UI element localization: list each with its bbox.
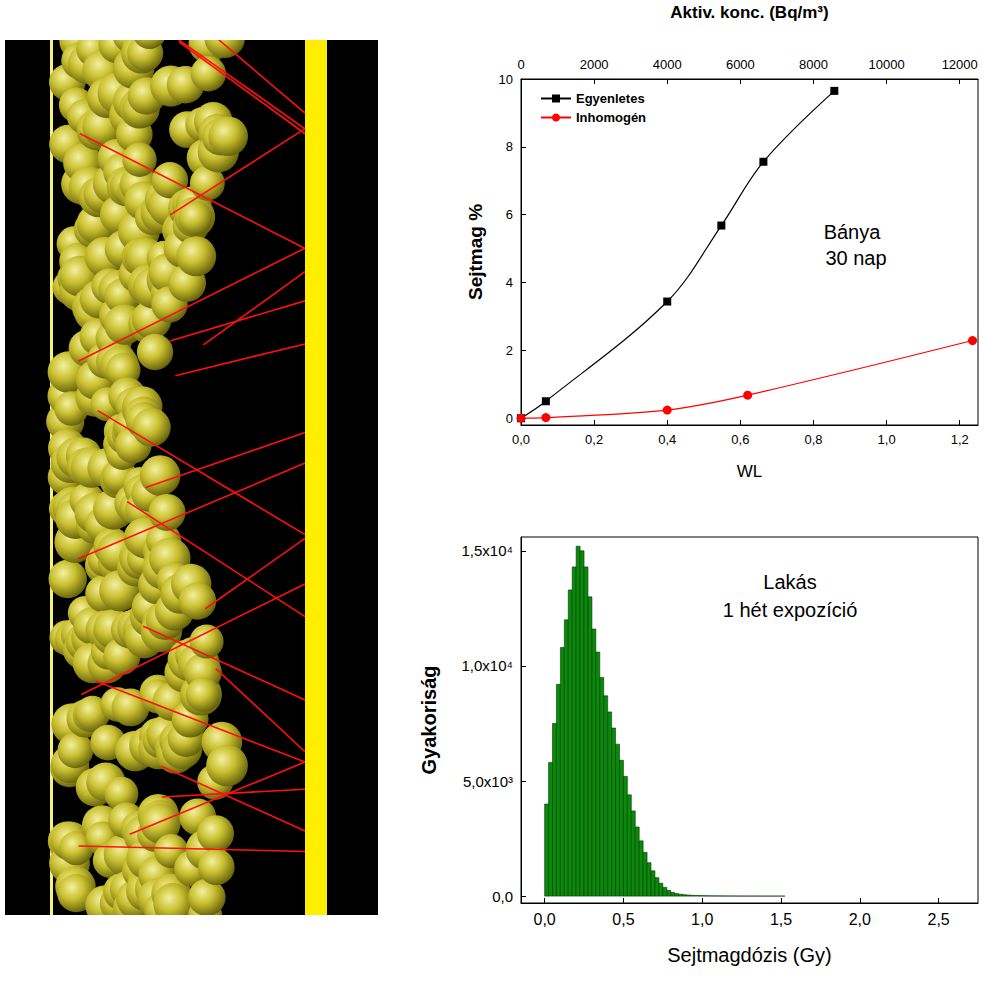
svg-text:Lakás: Lakás <box>763 571 816 593</box>
svg-text:Aktiv. konc. (Bq/m³): Aktiv. konc. (Bq/m³) <box>670 3 828 22</box>
svg-text:8: 8 <box>506 139 513 154</box>
svg-text:2: 2 <box>506 343 513 358</box>
svg-text:Gyakoriság: Gyakoriság <box>418 666 440 775</box>
svg-text:WL: WL <box>737 462 763 481</box>
svg-text:1 hét expozíció: 1 hét expozíció <box>723 599 858 621</box>
svg-text:6000: 6000 <box>726 57 755 72</box>
svg-text:1,0: 1,0 <box>691 911 713 928</box>
svg-text:4: 4 <box>506 275 513 290</box>
svg-text:0: 0 <box>517 57 524 72</box>
svg-text:0,0: 0,0 <box>534 911 556 928</box>
svg-text:5,0x10³: 5,0x10³ <box>463 773 513 790</box>
svg-text:0,0: 0,0 <box>512 432 530 447</box>
svg-text:1,5: 1,5 <box>770 911 792 928</box>
svg-text:10: 10 <box>499 72 513 87</box>
svg-text:30 nap: 30 nap <box>825 247 886 269</box>
svg-text:1,5x10⁴: 1,5x10⁴ <box>462 542 513 559</box>
svg-text:0,0: 0,0 <box>492 888 513 905</box>
svg-text:Sejtmag %: Sejtmag % <box>465 204 486 300</box>
svg-text:2000: 2000 <box>580 57 609 72</box>
svg-text:1,0: 1,0 <box>878 432 896 447</box>
svg-text:1,2: 1,2 <box>951 432 969 447</box>
svg-text:Bánya: Bánya <box>824 221 882 243</box>
svg-text:Sejtmagdózis (Gy): Sejtmagdózis (Gy) <box>667 944 832 966</box>
svg-text:Inhomogén: Inhomogén <box>576 110 646 125</box>
svg-text:12000: 12000 <box>942 57 978 72</box>
svg-text:0,4: 0,4 <box>658 432 676 447</box>
svg-text:0,5: 0,5 <box>612 911 634 928</box>
svg-text:0: 0 <box>506 411 513 426</box>
svg-text:10000: 10000 <box>869 57 905 72</box>
svg-text:0,6: 0,6 <box>731 432 749 447</box>
svg-text:2,0: 2,0 <box>849 911 871 928</box>
svg-text:6: 6 <box>506 207 513 222</box>
svg-text:4000: 4000 <box>653 57 682 72</box>
svg-text:1,0x10⁴: 1,0x10⁴ <box>462 657 513 674</box>
svg-text:8000: 8000 <box>799 57 828 72</box>
svg-text:0,2: 0,2 <box>585 432 603 447</box>
svg-text:Egyenletes: Egyenletes <box>576 91 645 106</box>
svg-text:0,8: 0,8 <box>804 432 822 447</box>
svg-text:2,5: 2,5 <box>927 911 949 928</box>
